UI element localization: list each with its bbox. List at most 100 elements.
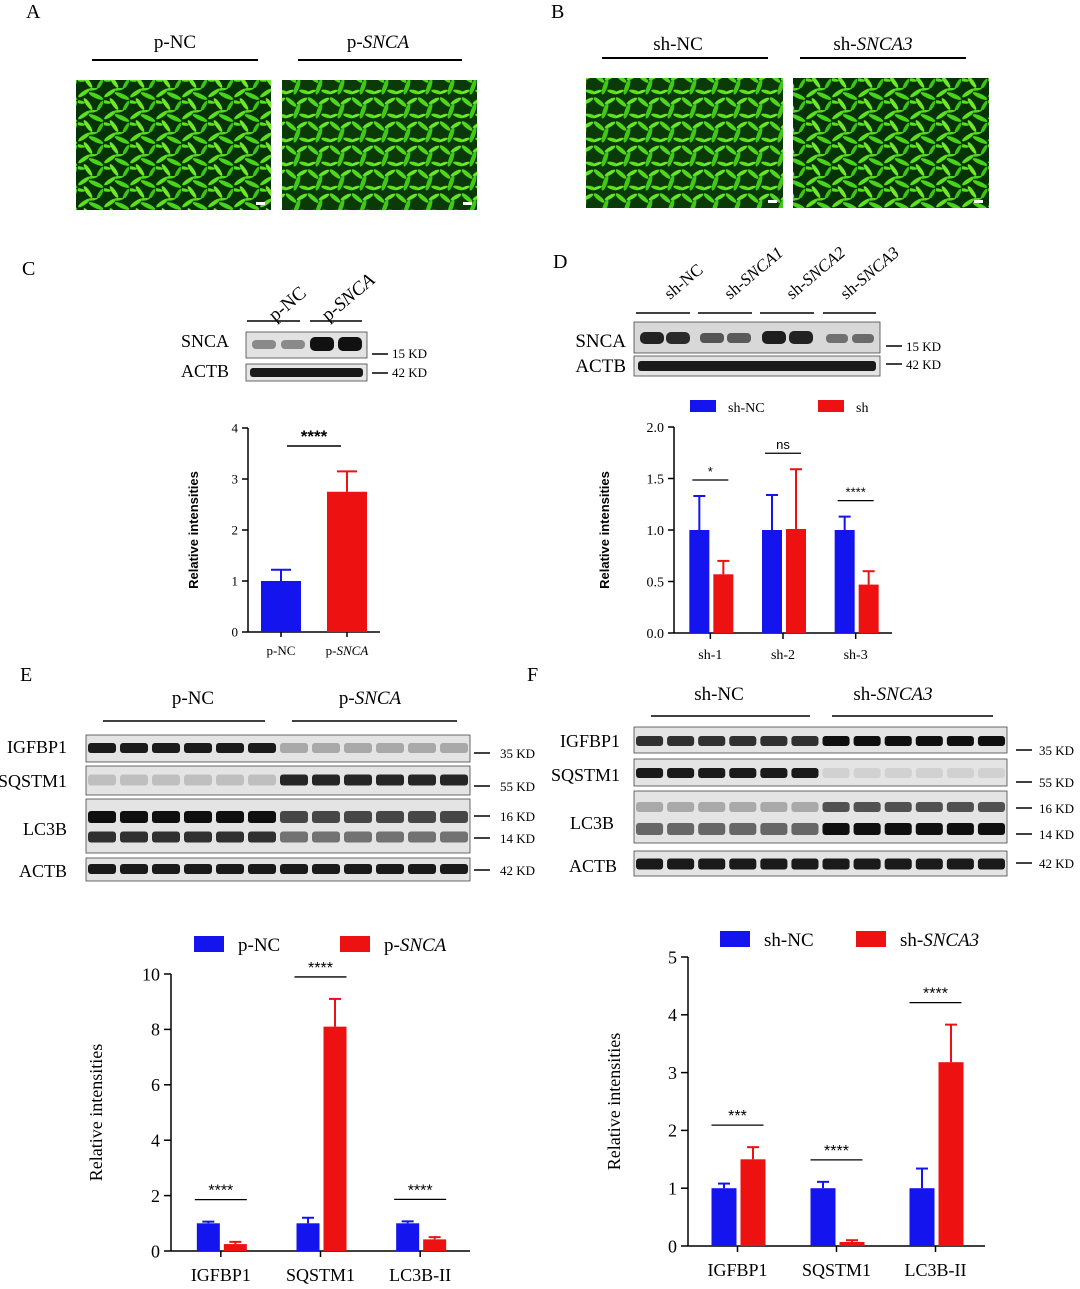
panel-label-a: A [26,1,41,23]
scale-bar [256,202,265,205]
significance-label: **** [408,1182,433,1199]
band [281,340,305,349]
band [248,864,276,874]
y-tick-label: 4 [668,1005,677,1025]
band [946,802,974,812]
band [729,858,757,870]
y-tick-label: 2 [151,1186,160,1206]
y-axis-label: Relative intensities [604,1033,624,1170]
significance-label: * [708,464,713,479]
size-marker-label: 42 KD [1039,856,1074,871]
y-tick-label: 5 [668,947,677,967]
band [376,864,404,874]
y-tick-label: 0.0 [647,627,665,642]
band [760,768,788,778]
blot-strip [85,734,471,763]
panel-label-f: F [527,664,538,686]
y-tick-label: 1 [232,574,239,589]
band [822,823,850,835]
lane-label-sh-snca2: sh-SNCA2 [782,243,849,303]
micrograph-sh-nc [586,78,783,208]
band [791,858,819,870]
band [152,864,180,874]
band [216,743,244,753]
blot-strip [633,726,1008,754]
x-tick-label: LC3B-II [389,1265,451,1285]
bar [858,584,879,633]
band [248,831,276,843]
x-tick-label: IGFBP1 [191,1265,251,1285]
bar [810,1188,836,1246]
y-tick-label: 3 [668,1063,677,1083]
bar [786,528,806,633]
panel-label-e: E [20,664,32,686]
band [729,768,757,778]
y-axis-label: Relative intensities [86,1044,106,1181]
y-tick-label: 4 [151,1131,160,1151]
group-label-sh-nc: sh-NC [694,684,744,705]
x-tick-label: SQSTM1 [802,1260,871,1280]
blot-protein-label: ACTB [181,361,229,381]
band [884,802,912,812]
band [760,802,788,812]
bar [909,1188,935,1246]
x-tick-label: LC3B-II [905,1260,967,1280]
band [667,858,695,870]
legend-swatch [340,936,370,952]
band [760,823,788,835]
significance-label: **** [301,427,328,446]
size-marker-label: 15 KD [906,339,941,354]
band [120,864,148,874]
size-marker-label: 14 KD [1039,827,1074,842]
band [698,736,726,746]
band [408,864,436,874]
band [884,858,912,870]
blot-strip [633,758,1008,787]
panel-label-c: C [22,258,35,280]
micrograph-p-nc [76,80,271,210]
y-tick-label: 1 [668,1179,677,1199]
legend-swatch [690,400,716,412]
band [184,774,212,786]
chart-e: 0 2 4 6 8 10 Relative intensities IGFBP1 **** SQS… [86,935,470,1285]
blot-strip [85,857,471,882]
band [216,774,244,786]
band [915,823,943,835]
scale-bar [463,202,472,205]
blot-strip [85,798,471,854]
band [727,333,751,343]
band [636,858,664,870]
band [636,823,664,835]
band [344,811,372,823]
band [729,802,757,812]
x-tick-label: sh-3 [844,648,868,663]
panel-label-d: D [553,251,567,273]
band [120,743,148,753]
band [884,768,912,778]
band [977,768,1005,778]
band [915,802,943,812]
legend-swatch [194,936,224,952]
legend-swatch [720,931,750,947]
band [791,802,819,812]
blot-protein-label: ACTB [575,356,626,377]
size-marker-label: 16 KD [1039,801,1074,816]
blot-protein-label: SQSTM1 [551,765,620,785]
y-tick-label: 1.0 [647,524,665,539]
y-tick-label: 0 [232,625,239,640]
lane-label-p-snca: p-SNCA [318,269,380,325]
blot-protein-label: ACTB [569,856,617,876]
band [408,743,436,753]
band [216,864,244,874]
size-marker-label: 35 KD [500,746,535,761]
lane-label-sh-nc: sh-NC [660,260,706,303]
band [312,774,340,786]
bar [396,1223,420,1251]
band [698,768,726,778]
bar [689,530,710,633]
bar [296,1223,320,1251]
band [120,774,148,786]
band [853,802,881,812]
bar [834,530,855,633]
y-tick-label: 8 [151,1020,160,1040]
